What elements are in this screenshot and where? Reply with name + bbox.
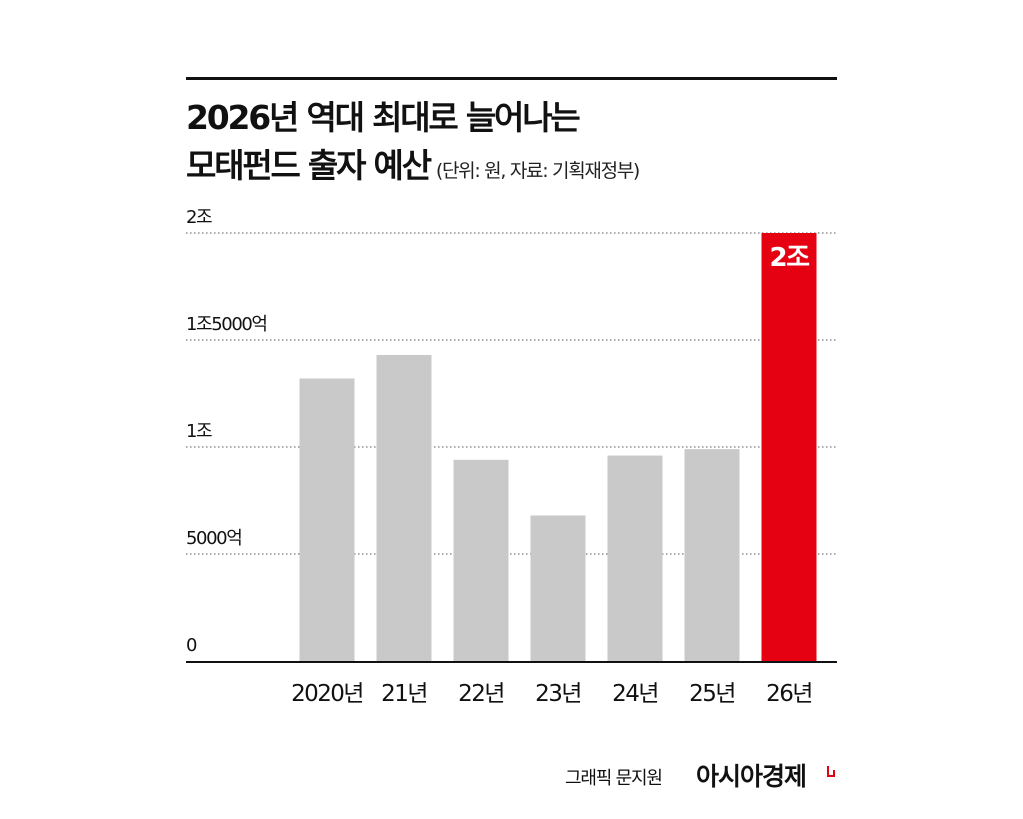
unit-source-note: (단위: 원, 자료: 기획재정부) bbox=[435, 160, 640, 182]
x-tick-label: 22년 bbox=[458, 681, 504, 707]
bar bbox=[376, 354, 432, 661]
x-tick-label: 24년 bbox=[612, 681, 658, 707]
chart-title-line2: 모태펀드 출자 예산 (단위: 원, 자료: 기획재정부) bbox=[186, 146, 640, 191]
x-tick-label: 2020년 bbox=[291, 681, 363, 707]
y-tick-label: 1조5000억 bbox=[186, 314, 267, 335]
data-label: 2조 bbox=[769, 243, 810, 273]
bar bbox=[299, 378, 355, 661]
y-tick-label: 5000억 bbox=[186, 528, 241, 549]
bar bbox=[453, 459, 509, 661]
top-rule bbox=[186, 77, 837, 80]
brand-logo: 아시아경제 bbox=[696, 762, 807, 791]
bar bbox=[530, 515, 586, 661]
x-tick-label: 25년 bbox=[689, 681, 735, 707]
x-tick-label: 26년 bbox=[766, 681, 812, 707]
bar bbox=[607, 455, 663, 661]
y-tick-label: 1조 bbox=[186, 421, 212, 442]
graphic-credit: 그래픽 문지원 bbox=[565, 768, 663, 789]
x-tick-label: 23년 bbox=[535, 681, 581, 707]
y-tick-label: 0 bbox=[186, 635, 197, 656]
y-tick-label: 2조 bbox=[186, 207, 212, 228]
chart-title-line2-text: 모태펀드 출자 예산 bbox=[186, 146, 432, 185]
brand-mark-icon bbox=[827, 766, 835, 777]
x-tick-label: 21년 bbox=[381, 681, 427, 707]
chart-title-line1: 2026년 역대 최대로 늘어나는 bbox=[186, 98, 581, 137]
bar bbox=[761, 233, 817, 661]
bar bbox=[684, 449, 740, 661]
